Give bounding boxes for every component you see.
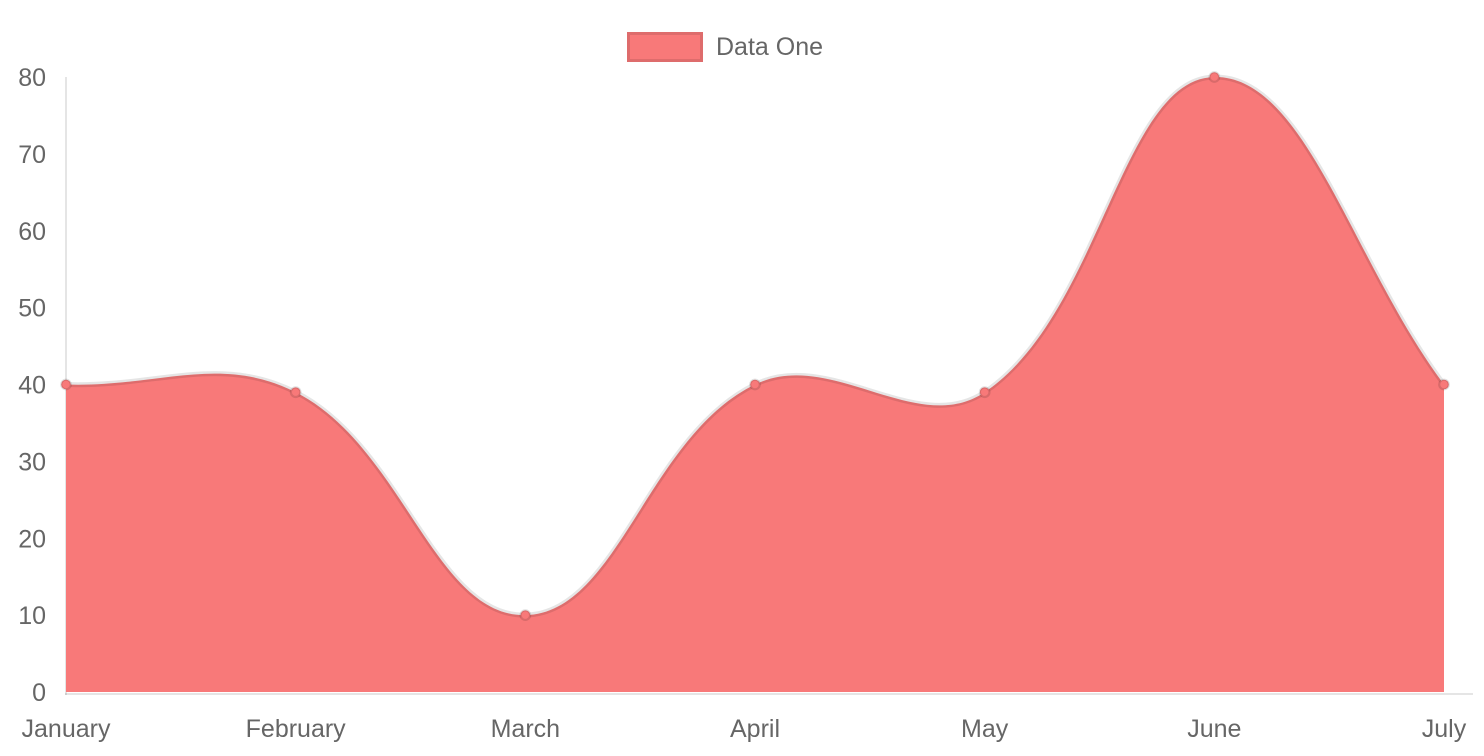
y-tick-label: 0 (32, 679, 46, 707)
legend-item-data-one[interactable]: Data One (627, 32, 823, 62)
y-tick-label: 40 (18, 372, 46, 400)
y-tick-label: 20 (18, 525, 46, 553)
data-point-february[interactable] (289, 386, 302, 399)
data-point-january[interactable] (60, 378, 72, 391)
x-tick-label: January (22, 715, 111, 743)
data-points (60, 71, 1450, 622)
x-tick-label: June (1187, 715, 1241, 743)
data-point-july[interactable] (1438, 378, 1450, 391)
series-data-one (63, 74, 1447, 693)
y-tick-label: 70 (18, 141, 46, 169)
x-tick-label: May (961, 715, 1009, 743)
y-tick-label: 80 (18, 64, 46, 92)
line-stroke (63, 74, 1447, 618)
x-tick-label: July (1422, 715, 1467, 743)
legend-swatch (627, 32, 703, 62)
x-axis-tick-labels: January February March April May June July (22, 715, 1467, 743)
data-point-april[interactable] (749, 378, 761, 391)
area-fill (66, 76, 1444, 693)
x-tick-label: April (730, 715, 780, 743)
x-tick-label: March (491, 715, 560, 743)
y-axis-tick-labels: 0 10 20 30 40 50 60 70 80 (18, 64, 46, 707)
data-point-march[interactable] (519, 609, 532, 622)
x-tick-label: February (246, 715, 347, 743)
y-tick-label: 10 (18, 602, 46, 630)
data-point-june[interactable] (1208, 71, 1221, 83)
y-tick-label: 50 (18, 295, 46, 323)
y-tick-label: 30 (18, 448, 46, 476)
y-tick-label: 60 (18, 218, 46, 246)
legend-label: Data One (716, 33, 824, 61)
data-point-may[interactable] (978, 386, 991, 399)
